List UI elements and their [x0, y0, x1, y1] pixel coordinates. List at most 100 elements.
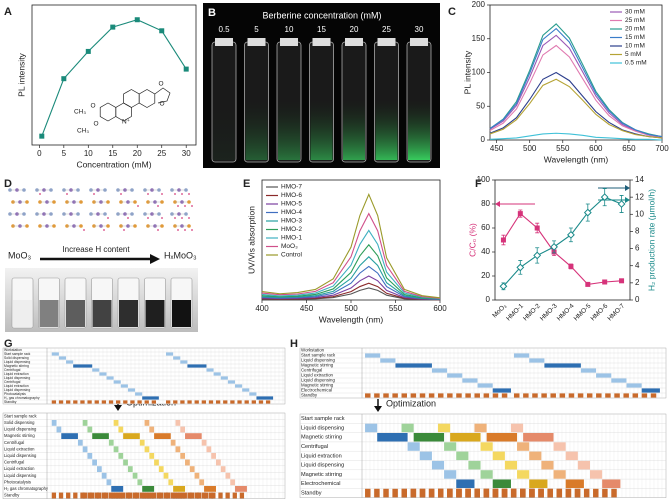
marker [600, 193, 609, 202]
structure-label: CH₃ [77, 128, 89, 135]
gantt-block [380, 358, 396, 363]
gantt-block [144, 446, 150, 453]
gantt-block [218, 492, 223, 499]
gantt-row-label: Workstation [4, 348, 22, 352]
y-tick-label: 150 [472, 34, 486, 43]
marker [183, 66, 189, 72]
gantt-block [438, 393, 444, 398]
gantt-block [154, 459, 159, 466]
gantt-block [118, 426, 124, 433]
x-tick-label: HMO-5 [573, 302, 593, 322]
gantt-block [87, 426, 93, 433]
gantt-block [182, 492, 187, 499]
gantt-block [111, 486, 124, 492]
gantt-block [256, 396, 274, 400]
gantt-block [586, 393, 593, 398]
vial-glow [408, 100, 430, 160]
gantt-block [135, 492, 140, 499]
y-tick-label: 100 [472, 68, 486, 77]
gantt-block [510, 488, 517, 498]
gantt-block [574, 488, 581, 498]
gantt-block [187, 400, 192, 404]
gantt-block [242, 388, 250, 392]
gantt-block [142, 396, 159, 400]
x-tick-label: 25 [157, 149, 166, 158]
gantt-block [365, 423, 378, 433]
legend-label: HMO-7 [281, 184, 302, 191]
gantt-block [180, 492, 185, 499]
gantt-block [456, 479, 475, 488]
gantt-block [82, 420, 88, 426]
gantt-row-label: Magnetic stirring [301, 472, 342, 478]
vial-glow [343, 100, 365, 160]
gantt-block [180, 453, 186, 459]
atom [52, 200, 56, 204]
x-tick-label: 500 [344, 304, 358, 313]
vial-liquid [13, 300, 32, 327]
y-axis-label: PL intensity [462, 50, 472, 94]
plot-frame [494, 179, 631, 301]
gantt-block [626, 383, 642, 388]
series-line [489, 34, 663, 138]
gantt-block [127, 466, 133, 472]
gantt-block [235, 486, 247, 492]
gantt-block [77, 439, 83, 446]
panel-label: G [4, 338, 13, 350]
gantt-block [66, 360, 74, 364]
gantt-block [492, 451, 505, 461]
x-tick-label: HMO-4 [556, 302, 576, 322]
gantt-block [113, 446, 119, 453]
legend-label: 20 mM [625, 26, 645, 33]
series-line [489, 71, 663, 139]
gantt-block [180, 360, 188, 364]
gantt-block [401, 393, 407, 398]
atom [133, 200, 137, 204]
gantt-row-label: Liquid dispensing [4, 360, 30, 364]
gantt-block [577, 460, 590, 470]
vial-label: 5 [254, 25, 259, 34]
gantt-block [605, 393, 611, 398]
series-line [489, 78, 663, 139]
gantt-row-label: Standby [301, 491, 322, 497]
structure-label: O [159, 101, 164, 108]
gantt-block [180, 400, 185, 404]
gantt-block [523, 433, 554, 442]
gantt-block [213, 372, 221, 376]
gantt-block [428, 488, 435, 498]
h-atom [188, 217, 190, 219]
h-atom [107, 217, 109, 219]
gantt-block [137, 400, 142, 404]
legend-label: 5 mM [625, 51, 641, 58]
gantt-block [374, 393, 380, 398]
gantt-block [189, 492, 195, 499]
gantt-block [556, 488, 563, 498]
gantt-block [166, 492, 171, 499]
gantt-row-label: Liquid dispensing [301, 378, 335, 383]
h-atom [157, 205, 159, 207]
vial-liquid [66, 300, 85, 327]
gantt-block [149, 492, 154, 499]
vial-glow [245, 100, 268, 160]
gantt-block [56, 426, 62, 433]
y-tick-label: 60 [481, 223, 490, 232]
marker [568, 263, 574, 269]
gantt-block [486, 433, 518, 442]
panel-label: F [475, 178, 482, 190]
gantt-block [431, 368, 448, 373]
gantt-block [123, 433, 140, 439]
gantt-block [529, 479, 548, 488]
x-tick-label: 400 [255, 304, 269, 313]
atom [79, 224, 83, 228]
marker [39, 133, 45, 139]
atom [49, 188, 53, 192]
atom [106, 200, 110, 204]
gantt-block [108, 400, 114, 404]
vial-cap [410, 38, 428, 46]
gantt-row-label: Solid dispensing [4, 356, 29, 360]
gantt-block [593, 488, 599, 498]
gantt-block [96, 466, 102, 472]
plot-frame [31, 4, 197, 146]
series-line [261, 229, 441, 300]
x-tick-label: 600 [589, 144, 603, 153]
legend-label: 15 mM [625, 34, 645, 41]
